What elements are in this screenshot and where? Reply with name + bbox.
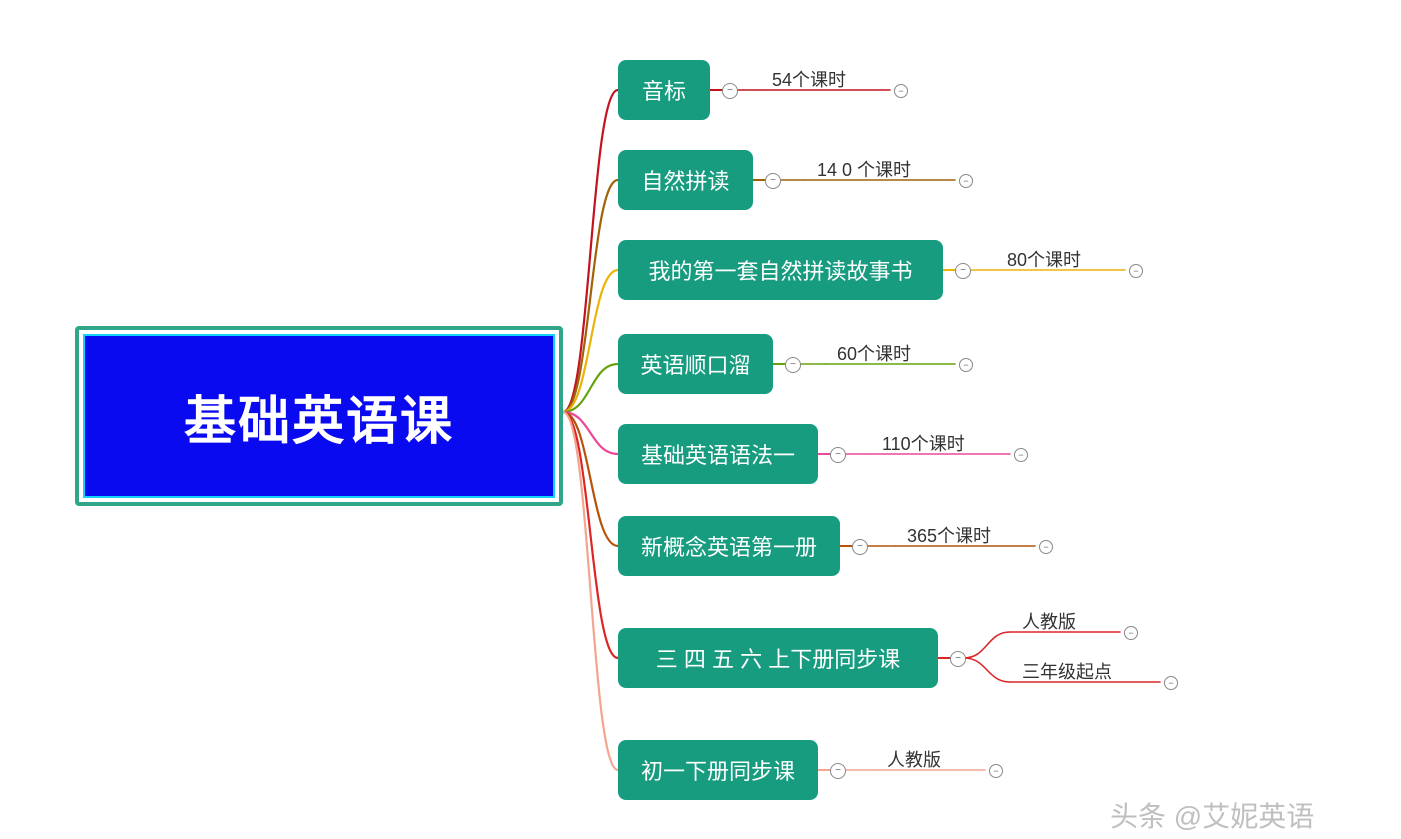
- leaf-label: 110个课时: [882, 430, 965, 456]
- watermark-text: 头条 @艾妮英语: [1110, 801, 1314, 832]
- topic-label: 英语顺口溜: [640, 348, 750, 380]
- topic-node[interactable]: 我的第一套自然拼读故事书: [618, 240, 943, 300]
- collapse-toggle[interactable]: −: [722, 83, 738, 99]
- topic-label: 自然拼读: [641, 164, 729, 196]
- collapse-toggle[interactable]: −: [1039, 540, 1053, 554]
- collapse-toggle[interactable]: −: [1129, 264, 1143, 278]
- topic-node[interactable]: 基础英语语法一: [618, 424, 818, 484]
- leaf-label: 60个课时: [837, 340, 911, 366]
- leaf-label: 三年级起点: [1022, 658, 1112, 684]
- topic-label: 新概念英语第一册: [641, 530, 817, 562]
- collapse-toggle[interactable]: −: [955, 263, 971, 279]
- topic-label: 三 四 五 六 上下册同步课: [656, 642, 900, 674]
- collapse-toggle[interactable]: −: [1014, 448, 1028, 462]
- topic-node[interactable]: 初一下册同步课: [618, 740, 818, 800]
- topic-label: 基础英语语法一: [641, 438, 795, 470]
- leaf-label: 365个课时: [907, 522, 991, 548]
- collapse-toggle[interactable]: −: [959, 174, 973, 188]
- leaf-label: 人教版: [1022, 608, 1076, 634]
- collapse-toggle[interactable]: −: [989, 764, 1003, 778]
- leaf-label: 54个课时: [772, 66, 846, 92]
- collapse-toggle[interactable]: −: [830, 447, 846, 463]
- topic-label: 初一下册同步课: [641, 754, 795, 786]
- collapse-toggle[interactable]: −: [830, 763, 846, 779]
- topic-node[interactable]: 新概念英语第一册: [618, 516, 840, 576]
- watermark: 头条 @艾妮英语: [1110, 795, 1314, 835]
- collapse-toggle[interactable]: −: [959, 358, 973, 372]
- collapse-toggle[interactable]: −: [765, 173, 781, 189]
- collapse-toggle[interactable]: −: [1164, 676, 1178, 690]
- leaf-label: 人教版: [887, 746, 941, 772]
- collapse-toggle[interactable]: −: [894, 84, 908, 98]
- topic-node[interactable]: 自然拼读: [618, 150, 753, 210]
- root-label: 基础英语课: [184, 379, 454, 454]
- collapse-toggle[interactable]: −: [950, 651, 966, 667]
- root-node[interactable]: 基础英语课: [75, 326, 563, 506]
- collapse-toggle[interactable]: −: [852, 539, 868, 555]
- topic-node[interactable]: 英语顺口溜: [618, 334, 773, 394]
- topic-label: 音标: [642, 74, 686, 106]
- leaf-label: 14 0 个课时: [817, 156, 911, 182]
- topic-node[interactable]: 音标: [618, 60, 710, 120]
- collapse-toggle[interactable]: −: [785, 357, 801, 373]
- topic-node[interactable]: 三 四 五 六 上下册同步课: [618, 628, 938, 688]
- topic-label: 我的第一套自然拼读故事书: [648, 254, 912, 286]
- leaf-label: 80个课时: [1007, 246, 1081, 272]
- collapse-toggle[interactable]: −: [1124, 626, 1138, 640]
